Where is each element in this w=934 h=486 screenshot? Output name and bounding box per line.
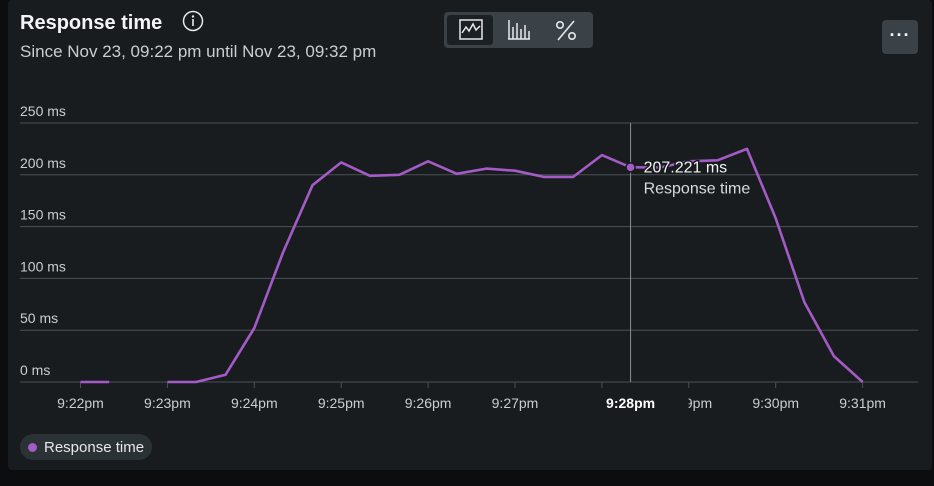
x-tick-label: 9:24pm	[231, 395, 278, 411]
percent-icon	[556, 20, 576, 41]
more-options-button[interactable]: ···	[882, 20, 918, 54]
tooltip-series: Response time	[644, 180, 751, 197]
legend-swatch	[28, 442, 37, 452]
time-range-subtitle: Since Nov 23, 09:22 pm until Nov 23, 09:…	[20, 42, 377, 61]
info-icon[interactable]	[182, 10, 204, 32]
legend-label: Response time	[44, 438, 145, 456]
y-tick-label: 0 ms	[20, 362, 50, 378]
line-chart-icon	[459, 19, 483, 40]
more-horizontal-icon: ···	[889, 25, 911, 45]
bar-view-button[interactable]	[495, 15, 541, 45]
x-tick-label: 9:30pm	[752, 395, 799, 411]
y-tick-label: 50 ms	[20, 310, 58, 326]
highlight-point	[625, 162, 636, 173]
line-view-button[interactable]	[447, 15, 493, 45]
y-tick-label: 250 ms	[20, 103, 66, 119]
hover-x-label-bg	[572, 392, 689, 414]
hover-x-label: 9:28pm	[606, 395, 655, 411]
x-tick-label: 9:31pm	[839, 395, 886, 411]
bar-chart-icon	[508, 20, 530, 40]
x-tick-label: 9:22pm	[57, 395, 104, 411]
page-title: Response time	[20, 12, 163, 34]
x-tick-label: 9:27pm	[492, 395, 539, 411]
tooltip-value: 207.221 ms	[644, 159, 728, 176]
legend-item-response-time[interactable]: Response time	[20, 434, 153, 460]
series-line-response-time	[167, 147, 864, 384]
y-tick-label: 200 ms	[20, 155, 66, 171]
y-tick-label: 100 ms	[20, 258, 66, 274]
y-tick-label: 150 ms	[20, 207, 66, 223]
chart-type-toggle	[444, 12, 593, 48]
x-tick-label: 9:25pm	[318, 395, 365, 411]
x-tick-label: 9:26pm	[405, 395, 452, 411]
percent-view-button[interactable]	[543, 15, 589, 45]
chart-card	[8, 0, 932, 470]
x-tick-label: 9:23pm	[144, 395, 191, 411]
